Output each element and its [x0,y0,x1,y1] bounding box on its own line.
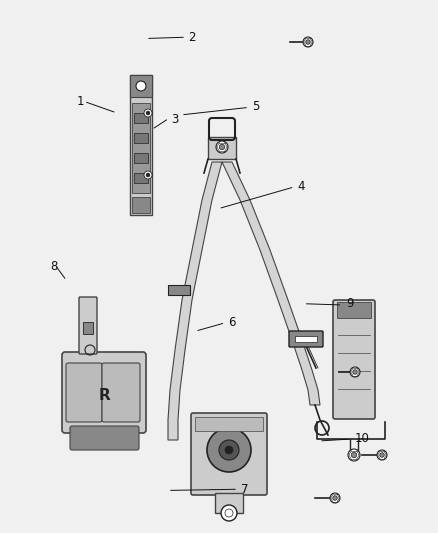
Text: 7: 7 [241,483,248,496]
FancyBboxPatch shape [333,300,375,419]
Bar [130,75,152,97]
Bar [295,336,317,342]
Bar [134,173,148,183]
FancyBboxPatch shape [102,363,140,422]
Circle shape [350,367,360,377]
FancyBboxPatch shape [66,363,102,422]
Circle shape [207,428,251,472]
Bar [134,153,148,163]
Bar [134,133,148,143]
Circle shape [348,449,360,461]
Text: 10: 10 [355,432,370,445]
Circle shape [221,505,237,521]
Bar [132,103,150,193]
Bar [195,417,263,431]
FancyBboxPatch shape [79,297,97,354]
Text: R: R [98,387,110,402]
Circle shape [144,171,152,179]
Circle shape [303,37,313,47]
Circle shape [306,40,310,44]
Bar [83,322,93,334]
Bar [168,285,190,295]
Circle shape [136,81,146,91]
Circle shape [219,144,225,150]
Bar [130,75,152,215]
Bar [208,137,236,159]
Text: 5: 5 [252,100,259,113]
FancyBboxPatch shape [191,413,267,495]
Text: 3: 3 [171,114,178,126]
Circle shape [330,493,340,503]
Circle shape [351,453,357,458]
Text: 1: 1 [77,95,84,108]
Circle shape [219,440,239,460]
Circle shape [225,446,233,454]
Text: 2: 2 [188,31,196,44]
Circle shape [333,496,337,500]
Circle shape [144,109,152,117]
Text: 9: 9 [346,297,353,310]
FancyBboxPatch shape [289,331,323,347]
Bar [134,113,148,123]
Bar [215,493,243,513]
Circle shape [353,370,357,374]
Text: 6: 6 [228,316,235,329]
Circle shape [380,453,384,457]
Circle shape [216,141,228,153]
Circle shape [377,450,387,460]
Circle shape [146,111,150,115]
FancyBboxPatch shape [70,426,139,450]
Text: 8: 8 [50,260,58,273]
Text: 4: 4 [298,180,305,193]
Bar [132,197,150,213]
FancyBboxPatch shape [62,352,146,433]
Polygon shape [168,162,222,440]
Bar [337,302,371,318]
Circle shape [146,173,150,177]
Polygon shape [222,162,320,405]
